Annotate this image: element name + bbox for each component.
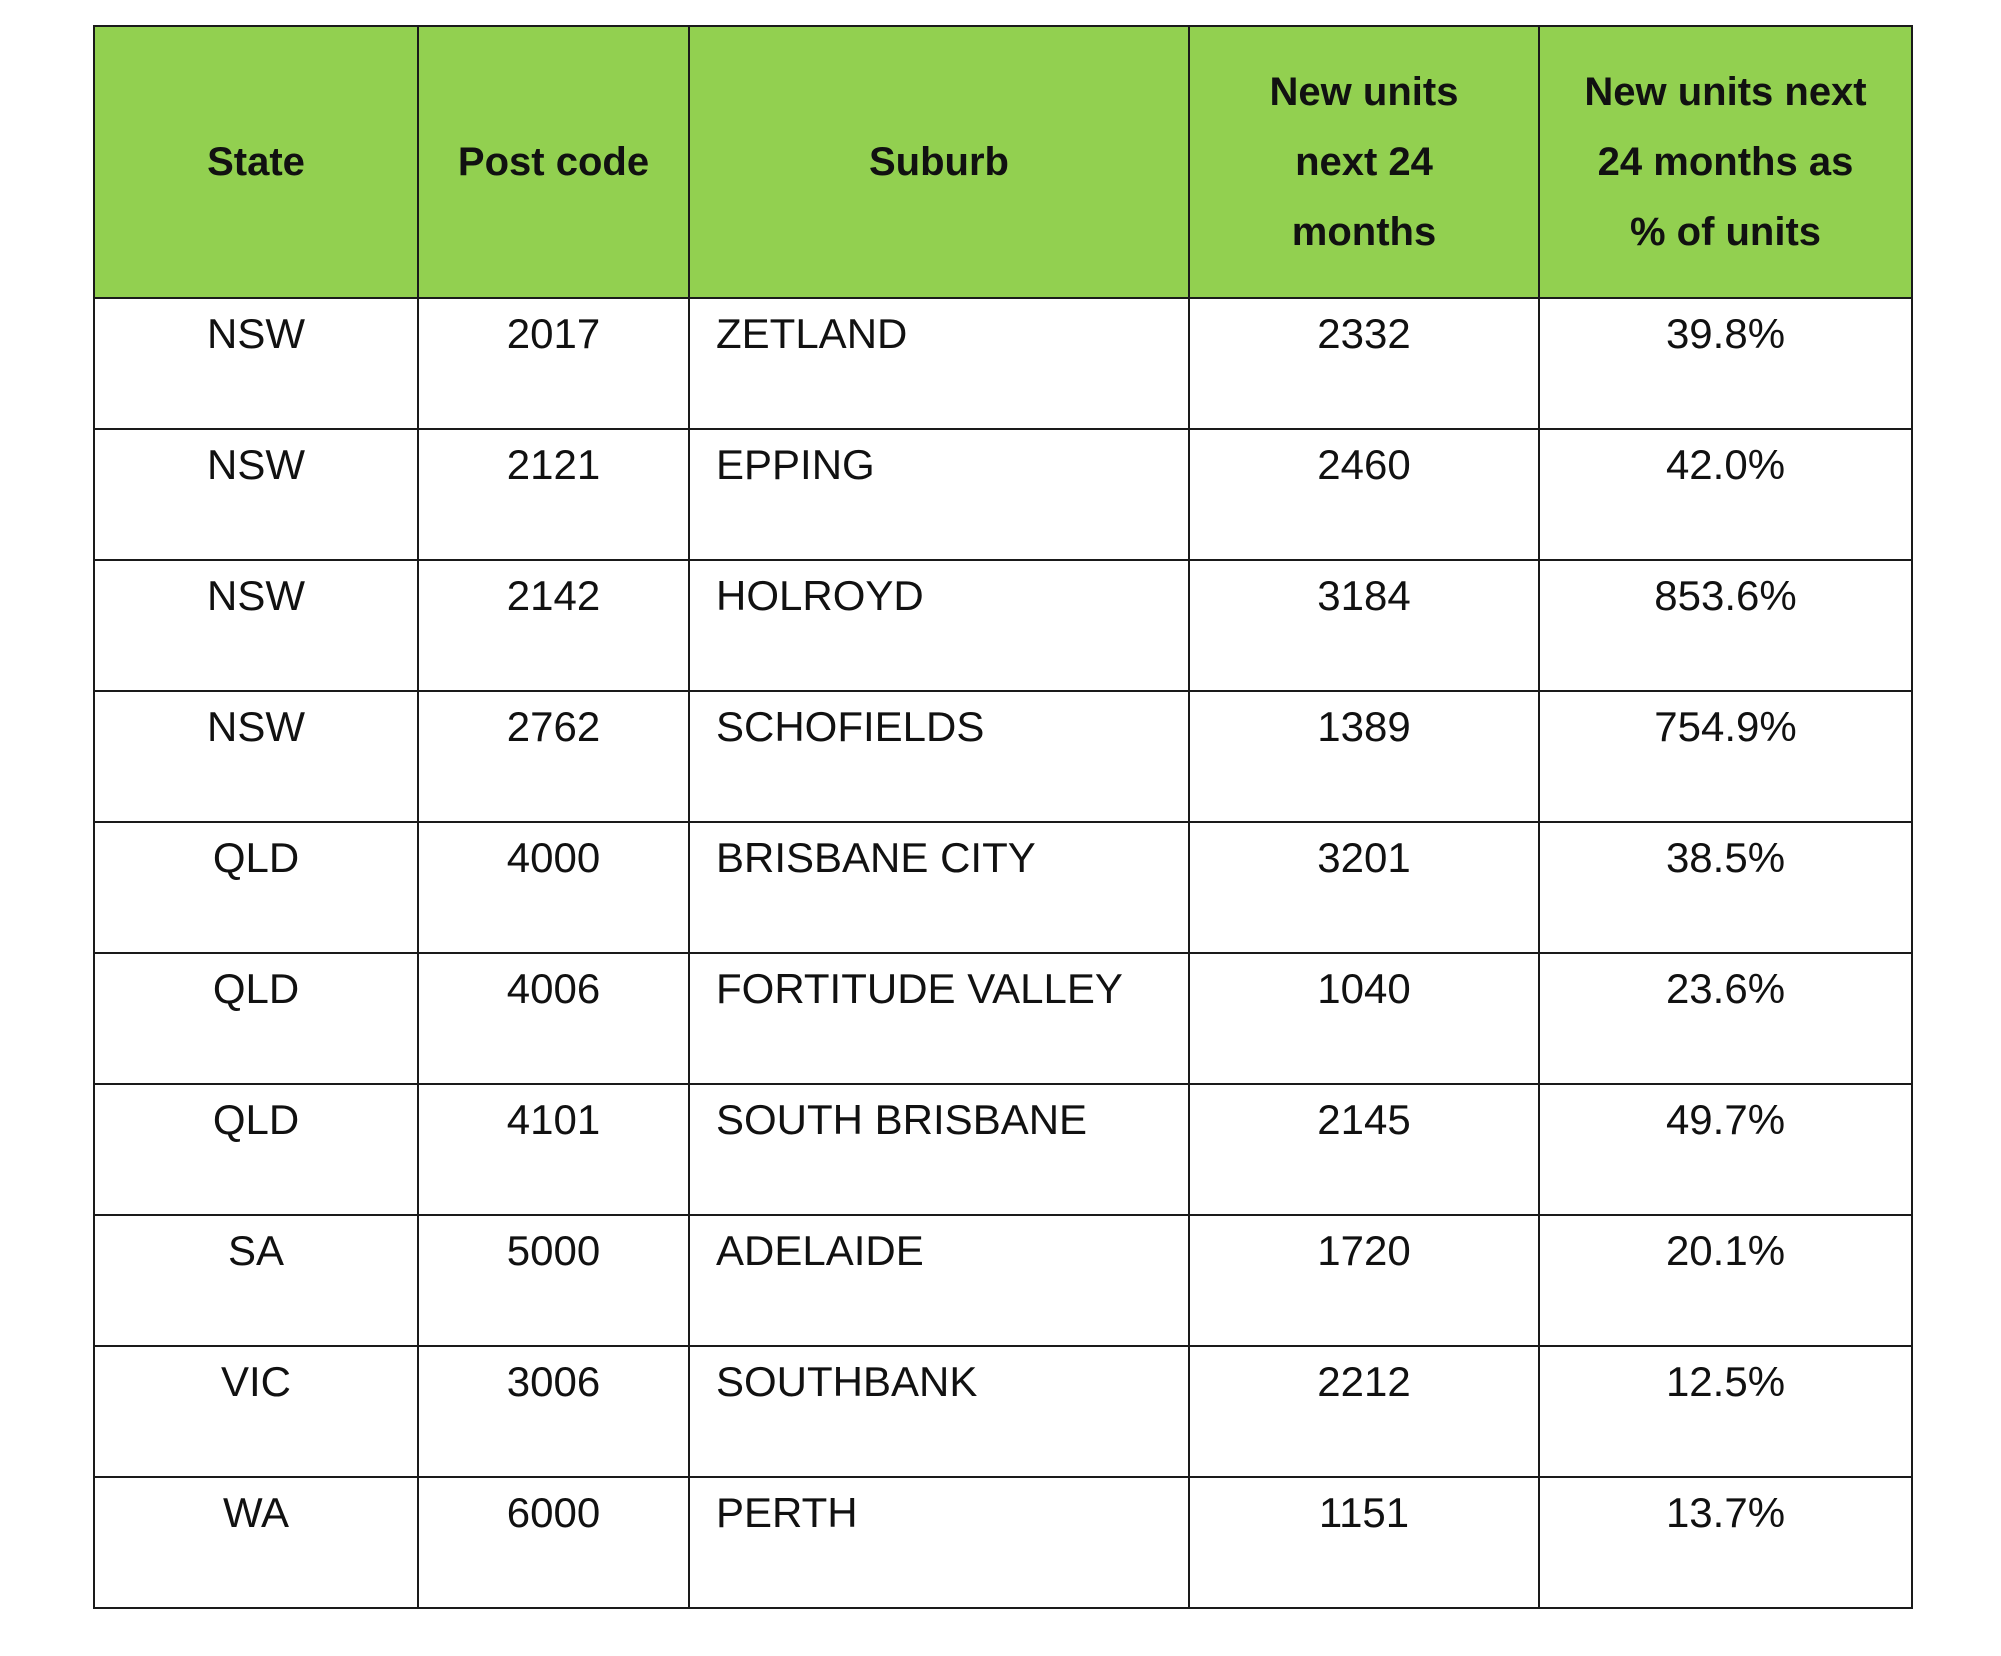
cell-post-code: 5000 bbox=[417, 1214, 690, 1347]
header-new-units-line-1: New units bbox=[1269, 70, 1459, 114]
cell-new-units: 2460 bbox=[1188, 428, 1540, 561]
cell-suburb: PERTH bbox=[688, 1476, 1190, 1609]
header-row: State Post code Suburb New units next 24… bbox=[93, 25, 1913, 299]
table-row: QLD 4101 SOUTH BRISBANE 2145 49.7% bbox=[93, 1083, 1913, 1216]
cell-post-code: 4000 bbox=[417, 821, 690, 954]
cell-suburb: ZETLAND bbox=[688, 297, 1190, 430]
header-new-units: New units next 24 months bbox=[1188, 25, 1540, 299]
cell-post-code: 6000 bbox=[417, 1476, 690, 1609]
cell-new-units: 3184 bbox=[1188, 559, 1540, 692]
cell-suburb: SOUTHBANK bbox=[688, 1345, 1190, 1478]
cell-state: WA bbox=[93, 1476, 419, 1609]
cell-post-code: 2121 bbox=[417, 428, 690, 561]
cell-state: NSW bbox=[93, 297, 419, 430]
header-pct-units-line-2: 24 months as bbox=[1597, 140, 1854, 184]
cell-suburb: SCHOFIELDS bbox=[688, 690, 1190, 823]
cell-state: QLD bbox=[93, 1083, 419, 1216]
cell-new-units: 1151 bbox=[1188, 1476, 1540, 1609]
cell-state: QLD bbox=[93, 821, 419, 954]
cell-pct-units: 20.1% bbox=[1538, 1214, 1913, 1347]
cell-pct-units: 38.5% bbox=[1538, 821, 1913, 954]
cell-pct-units: 42.0% bbox=[1538, 428, 1913, 561]
header-post-code: Post code bbox=[417, 25, 690, 299]
cell-pct-units: 754.9% bbox=[1538, 690, 1913, 823]
cell-post-code: 4101 bbox=[417, 1083, 690, 1216]
cell-suburb: FORTITUDE VALLEY bbox=[688, 952, 1190, 1085]
cell-new-units: 1389 bbox=[1188, 690, 1540, 823]
table-row: VIC 3006 SOUTHBANK 2212 12.5% bbox=[93, 1345, 1913, 1478]
cell-suburb: BRISBANE CITY bbox=[688, 821, 1190, 954]
cell-pct-units: 12.5% bbox=[1538, 1345, 1913, 1478]
cell-state: SA bbox=[93, 1214, 419, 1347]
cell-new-units: 3201 bbox=[1188, 821, 1540, 954]
cell-pct-units: 13.7% bbox=[1538, 1476, 1913, 1609]
cell-pct-units: 39.8% bbox=[1538, 297, 1913, 430]
cell-new-units: 2145 bbox=[1188, 1083, 1540, 1216]
cell-post-code: 4006 bbox=[417, 952, 690, 1085]
cell-new-units: 1040 bbox=[1188, 952, 1540, 1085]
header-new-units-line-2: next 24 bbox=[1295, 140, 1433, 184]
header-suburb: Suburb bbox=[688, 25, 1190, 299]
cell-new-units: 1720 bbox=[1188, 1214, 1540, 1347]
header-pct-units: New units next 24 months as % of units bbox=[1538, 25, 1913, 299]
cell-post-code: 2017 bbox=[417, 297, 690, 430]
header-state: State bbox=[93, 25, 419, 299]
cell-post-code: 3006 bbox=[417, 1345, 690, 1478]
cell-post-code: 2142 bbox=[417, 559, 690, 692]
table-row: NSW 2121 EPPING 2460 42.0% bbox=[93, 428, 1913, 561]
cell-new-units: 2332 bbox=[1188, 297, 1540, 430]
cell-state: NSW bbox=[93, 428, 419, 561]
cell-state: NSW bbox=[93, 690, 419, 823]
table-row: WA 6000 PERTH 1151 13.7% bbox=[93, 1476, 1913, 1609]
header-new-units-line-3: months bbox=[1291, 210, 1437, 254]
cell-state: VIC bbox=[93, 1345, 419, 1478]
cell-state: NSW bbox=[93, 559, 419, 692]
cell-post-code: 2762 bbox=[417, 690, 690, 823]
cell-suburb: ADELAIDE bbox=[688, 1214, 1190, 1347]
cell-pct-units: 853.6% bbox=[1538, 559, 1913, 692]
table-row: NSW 2762 SCHOFIELDS 1389 754.9% bbox=[93, 690, 1913, 823]
table-row: NSW 2017 ZETLAND 2332 39.8% bbox=[93, 297, 1913, 430]
cell-new-units: 2212 bbox=[1188, 1345, 1540, 1478]
header-pct-units-line-1: New units next bbox=[1584, 70, 1867, 114]
table-row: SA 5000 ADELAIDE 1720 20.1% bbox=[93, 1214, 1913, 1347]
table-row: QLD 4000 BRISBANE CITY 3201 38.5% bbox=[93, 821, 1913, 954]
header-pct-units-line-3: % of units bbox=[1629, 210, 1822, 254]
cell-suburb: HOLROYD bbox=[688, 559, 1190, 692]
table-row: QLD 4006 FORTITUDE VALLEY 1040 23.6% bbox=[93, 952, 1913, 1085]
cell-pct-units: 23.6% bbox=[1538, 952, 1913, 1085]
units-table: State Post code Suburb New units next 24… bbox=[93, 25, 1913, 1609]
cell-suburb: EPPING bbox=[688, 428, 1190, 561]
cell-suburb: SOUTH BRISBANE bbox=[688, 1083, 1190, 1216]
table-row: NSW 2142 HOLROYD 3184 853.6% bbox=[93, 559, 1913, 692]
cell-state: QLD bbox=[93, 952, 419, 1085]
cell-pct-units: 49.7% bbox=[1538, 1083, 1913, 1216]
